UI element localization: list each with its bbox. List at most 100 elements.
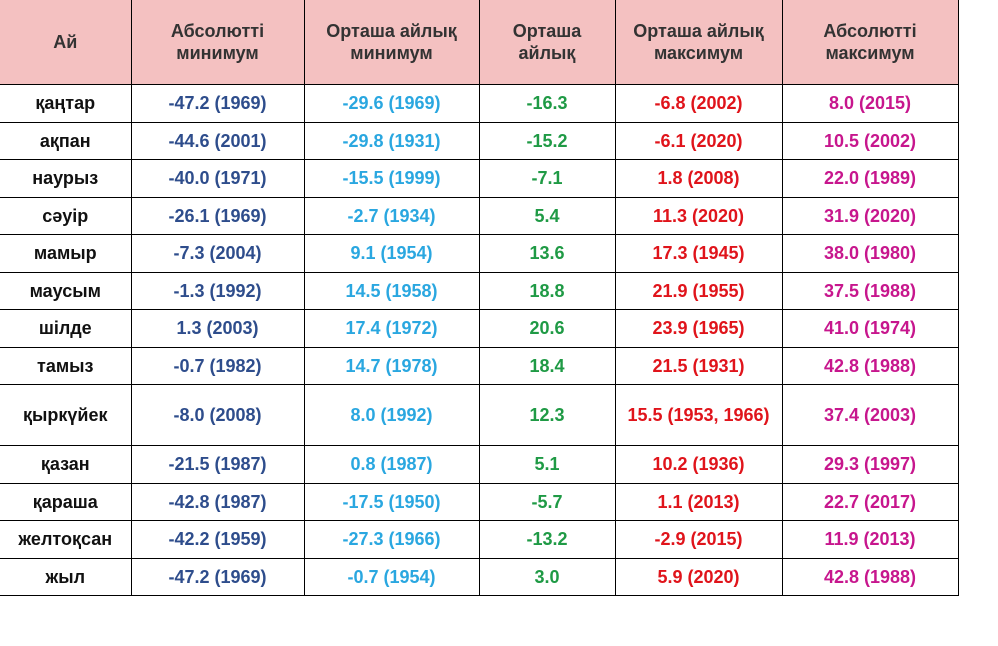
abs-max-cell: 38.0 (1980) (781, 234, 959, 273)
avg-cell: 5.1 (478, 445, 616, 484)
table-row: қазан -21.5 (1987) 0.8 (1987) 5.1 10.2 (1936… (0, 445, 959, 484)
avg-min-cell: 14.5 (1958) (303, 271, 480, 310)
month-cell: жыл (0, 557, 132, 596)
header-avg-max: Орташа айлық максимум (614, 0, 783, 85)
avg-min-cell: 17.4 (1972) (303, 309, 480, 348)
abs-max-cell: 37.4 (2003) (781, 384, 959, 446)
avg-min-cell: 0.8 (1987) (303, 445, 480, 484)
table-row: қараша -42.8 (1987) -17.5 (1950) -5.7 1.1 (2… (0, 482, 959, 521)
abs-max-cell: 29.3 (1997) (781, 445, 959, 484)
abs-min-cell: -1.3 (1992) (130, 271, 305, 310)
month-cell: сәуір (0, 196, 132, 235)
abs-min-cell: 1.3 (2003) (130, 309, 305, 348)
avg-min-cell: -0.7 (1954) (303, 557, 480, 596)
avg-cell: 3.0 (478, 557, 616, 596)
avg-cell: 18.8 (478, 271, 616, 310)
avg-max-cell: -2.9 (2015) (614, 520, 783, 559)
avg-max-cell: 15.5 (1953, 1966) (614, 384, 783, 446)
avg-max-cell: 1.1 (2013) (614, 482, 783, 521)
avg-cell: 13.6 (478, 234, 616, 273)
abs-min-cell: -42.8 (1987) (130, 482, 305, 521)
avg-cell: -15.2 (478, 121, 616, 160)
avg-min-cell: -15.5 (1999) (303, 159, 480, 198)
table-row: мамыр -7.3 (2004) 9.1 (1954) 13.6 17.3 (1945… (0, 234, 959, 273)
table-row: желтоқсан -42.2 (1959) -27.3 (1966) -13.2 -2… (0, 520, 959, 559)
avg-max-cell: 23.9 (1965) (614, 309, 783, 348)
avg-max-cell: 11.3 (2020) (614, 196, 783, 235)
abs-min-cell: -40.0 (1971) (130, 159, 305, 198)
abs-max-cell: 8.0 (2015) (781, 84, 959, 123)
table-row: тамыз -0.7 (1982) 14.7 (1978) 18.4 21.5 (193… (0, 346, 959, 385)
abs-max-cell: 22.0 (1989) (781, 159, 959, 198)
abs-min-cell: -0.7 (1982) (130, 346, 305, 385)
table-row: сәуір -26.1 (1969) -2.7 (1934) 5.4 11.3 (202… (0, 196, 959, 235)
header-avg-min: Орташа айлық минимум (303, 0, 480, 85)
abs-min-cell: -47.2 (1969) (130, 84, 305, 123)
avg-max-cell: 21.9 (1955) (614, 271, 783, 310)
abs-max-cell: 42.8 (1988) (781, 346, 959, 385)
avg-cell: 18.4 (478, 346, 616, 385)
header-row: Ай Абсолютті минимум Орташа айлық миниму… (0, 0, 959, 85)
month-cell: қаңтар (0, 84, 132, 123)
table-row: шілде 1.3 (2003) 17.4 (1972) 20.6 23.9 (1965… (0, 309, 959, 348)
avg-cell: -5.7 (478, 482, 616, 521)
abs-min-cell: -26.1 (1969) (130, 196, 305, 235)
avg-min-cell: -29.6 (1969) (303, 84, 480, 123)
abs-max-cell: 31.9 (2020) (781, 196, 959, 235)
avg-min-cell: -29.8 (1931) (303, 121, 480, 160)
table-row: қаңтар -47.2 (1969) -29.6 (1969) -16.3 -6.8 … (0, 84, 959, 123)
header-month: Ай (0, 0, 132, 85)
month-cell: қыркүйек (0, 384, 132, 446)
header-avg: Орташа айлық (478, 0, 616, 85)
avg-max-cell: 10.2 (1936) (614, 445, 783, 484)
month-cell: қазан (0, 445, 132, 484)
abs-min-cell: -47.2 (1969) (130, 557, 305, 596)
avg-max-cell: -6.8 (2002) (614, 84, 783, 123)
month-cell: желтоқсан (0, 520, 132, 559)
avg-cell: -7.1 (478, 159, 616, 198)
avg-cell: -13.2 (478, 520, 616, 559)
abs-min-cell: -21.5 (1987) (130, 445, 305, 484)
avg-cell: 12.3 (478, 384, 616, 446)
avg-cell: 20.6 (478, 309, 616, 348)
abs-max-cell: 11.9 (2013) (781, 520, 959, 559)
month-cell: қараша (0, 482, 132, 521)
table-header: Ай Абсолютті минимум Орташа айлық миниму… (0, 0, 959, 85)
abs-min-cell: -7.3 (2004) (130, 234, 305, 273)
avg-min-cell: -2.7 (1934) (303, 196, 480, 235)
table-row: ақпан -44.6 (2001) -29.8 (1931) -15.2 -6.1 (… (0, 121, 959, 160)
avg-min-cell: -27.3 (1966) (303, 520, 480, 559)
table-row: қыркүйек -8.0 (2008) 8.0 (1992) 12.3 15.5 (1… (0, 384, 959, 446)
avg-min-cell: 8.0 (1992) (303, 384, 480, 446)
avg-max-cell: 21.5 (1931) (614, 346, 783, 385)
abs-min-cell: -44.6 (2001) (130, 121, 305, 160)
avg-min-cell: 14.7 (1978) (303, 346, 480, 385)
header-abs-min: Абсолютті минимум (130, 0, 305, 85)
avg-min-cell: -17.5 (1950) (303, 482, 480, 521)
abs-max-cell: 37.5 (1988) (781, 271, 959, 310)
climate-table: Ай Абсолютті минимум Орташа айлық миниму… (0, 0, 959, 596)
avg-max-cell: -6.1 (2020) (614, 121, 783, 160)
abs-min-cell: -8.0 (2008) (130, 384, 305, 446)
avg-cell: -16.3 (478, 84, 616, 123)
abs-min-cell: -42.2 (1959) (130, 520, 305, 559)
table-row: жыл -47.2 (1969) -0.7 (1954) 3.0 5.9 (2020) 4… (0, 557, 959, 596)
table-row: наурыз -40.0 (1971) -15.5 (1999) -7.1 1.8 (2… (0, 159, 959, 198)
header-abs-max: Абсолютті максимум (781, 0, 959, 85)
avg-max-cell: 17.3 (1945) (614, 234, 783, 273)
month-cell: наурыз (0, 159, 132, 198)
month-cell: мамыр (0, 234, 132, 273)
month-cell: маусым (0, 271, 132, 310)
month-cell: ақпан (0, 121, 132, 160)
avg-max-cell: 1.8 (2008) (614, 159, 783, 198)
abs-max-cell: 42.8 (1988) (781, 557, 959, 596)
table-row: маусым -1.3 (1992) 14.5 (1958) 18.8 21.9 (19… (0, 271, 959, 310)
month-cell: тамыз (0, 346, 132, 385)
abs-max-cell: 22.7 (2017) (781, 482, 959, 521)
avg-cell: 5.4 (478, 196, 616, 235)
table-body: қаңтар -47.2 (1969) -29.6 (1969) -16.3 -6.8 … (0, 84, 959, 596)
month-cell: шілде (0, 309, 132, 348)
abs-max-cell: 41.0 (1974) (781, 309, 959, 348)
avg-max-cell: 5.9 (2020) (614, 557, 783, 596)
abs-max-cell: 10.5 (2002) (781, 121, 959, 160)
